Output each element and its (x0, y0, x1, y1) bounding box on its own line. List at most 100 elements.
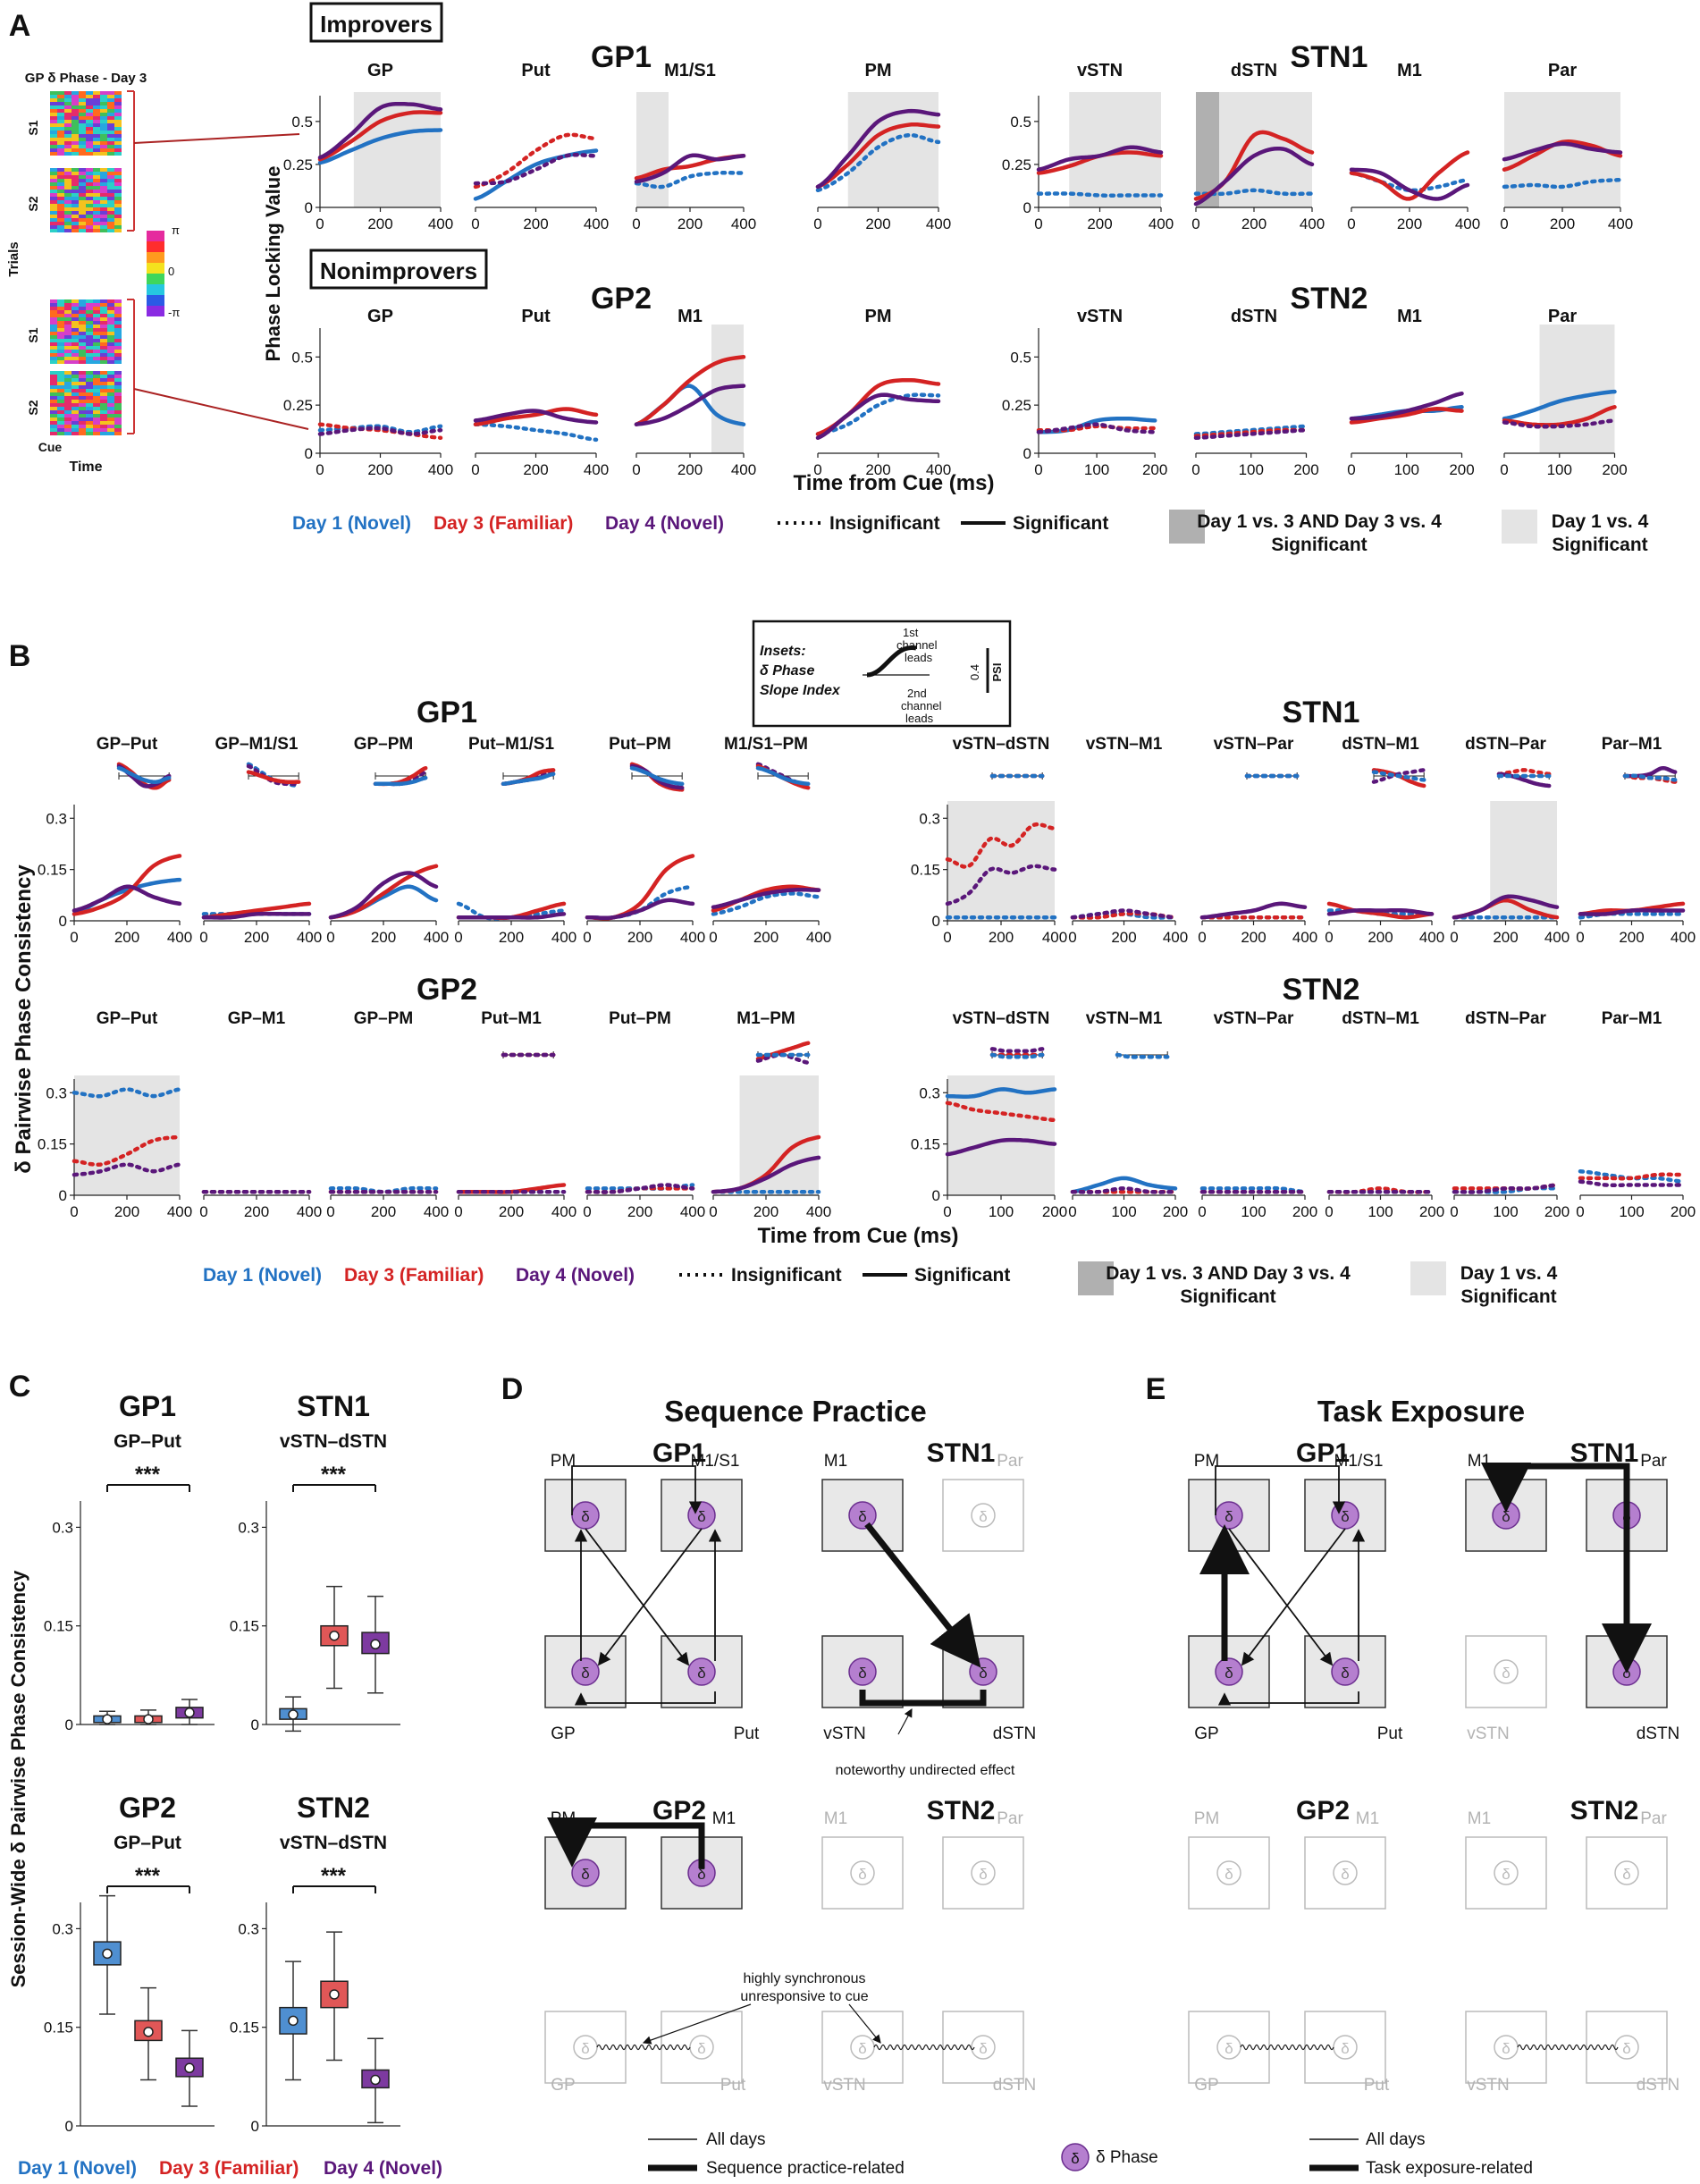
heatmap-cell (72, 421, 79, 425)
box-median (329, 1630, 340, 1641)
heatmap-cell (100, 222, 107, 225)
heatmap-cell (107, 172, 114, 175)
subplot-title: M1 (1397, 61, 1422, 80)
region-box (1188, 2011, 1270, 2084)
heatmap-cell (57, 414, 64, 417)
x-tick-label: 200 (1544, 1203, 1570, 1220)
x-tick-label: 400 (806, 1203, 831, 1220)
delta-node (971, 2035, 996, 2060)
heatmap-cell (57, 371, 64, 375)
heatmap-cell (64, 148, 72, 152)
x-tick-label: 400 (680, 929, 705, 946)
heatmap-cell (79, 197, 86, 200)
heatmap-cell (57, 317, 64, 321)
heatmap-cell (93, 98, 100, 102)
series-line (945, 864, 1057, 906)
series-line (634, 153, 746, 184)
heatmap-cell (57, 375, 64, 378)
heatmap-cell (100, 168, 107, 172)
heatmap-cell (72, 134, 79, 138)
series-line (72, 854, 182, 916)
heatmap-cell (107, 350, 114, 353)
heatmap-cell (107, 145, 114, 148)
delta-node (971, 1503, 996, 1528)
subplot-title: dSTN–M1 (1342, 1009, 1419, 1028)
legend-dark-box (1078, 1261, 1114, 1295)
series-line (317, 128, 443, 165)
heatmap-cell (50, 105, 57, 109)
region-box (821, 1836, 904, 1910)
heatmap-cell (50, 200, 57, 204)
y-tick-label: 0 (59, 1187, 67, 1204)
heatmap-title: GP δ Phase - Day 3 (25, 71, 147, 86)
heatmap-cell (86, 432, 93, 435)
heatmap-cell (64, 371, 72, 375)
heatmap-cell (114, 432, 122, 435)
series-line (1452, 894, 1560, 920)
heatmap-cell (79, 105, 86, 109)
subplot-title: dSTN (1231, 61, 1277, 80)
heatmap-cell (72, 222, 79, 225)
group-title: STN2 (297, 1792, 370, 1824)
box-median (102, 1714, 113, 1724)
heatmap-cell (57, 403, 64, 407)
heatmap-cell (57, 299, 64, 303)
heatmap-cell (72, 328, 79, 332)
x-tick-label: 200 (244, 929, 269, 946)
delta-symbol: δ (697, 1508, 705, 1525)
legend-delta-node (1061, 2143, 1090, 2171)
heatmap-cell (93, 91, 100, 95)
heatmap-cell (79, 314, 86, 317)
heatmap-cell (114, 102, 122, 105)
legend-day1: Day 1 (Novel) (292, 513, 411, 534)
heatmap-cell (64, 222, 72, 225)
heatmap-cell (50, 375, 57, 378)
heatmap-cell (50, 328, 57, 332)
heatmap-cell (114, 425, 122, 428)
heatmap-cell (64, 428, 72, 432)
heatmap-cell (79, 222, 86, 225)
connection-arrow (597, 1528, 703, 1666)
heatmap-cell (107, 360, 114, 364)
subplot-title: dSTN–Par (1465, 735, 1546, 754)
heatmap-cell (107, 321, 114, 325)
heatmap-cell (57, 131, 64, 134)
heatmap-cell (79, 335, 86, 339)
subplot-title: PM (865, 307, 892, 326)
region-label: M1/S1 (1334, 1452, 1384, 1471)
x-tick-label: 200 (1602, 461, 1627, 478)
heatmap-cell (114, 91, 122, 95)
x-tick-label: 200 (523, 215, 548, 232)
delta-symbol: δ (581, 2040, 589, 2057)
heatmap-cell (93, 299, 100, 303)
series-line (815, 392, 941, 441)
heatmap-cell (50, 339, 57, 342)
subplot-title: vSTN–Par (1214, 735, 1294, 754)
improvers-box (309, 2, 443, 43)
y-tick-label: 0 (305, 199, 313, 216)
heatmap-cell (114, 204, 122, 207)
heatmap-cell (107, 400, 114, 403)
colorbar (147, 306, 164, 316)
heatmap-cell (86, 109, 93, 113)
x-tick-label: 400 (551, 929, 576, 946)
s2-label: S2 (26, 400, 40, 415)
heatmap-cell (100, 339, 107, 342)
region-label: Par (997, 1452, 1023, 1471)
series-line (1070, 1186, 1178, 1194)
x-tick-label: 200 (1293, 461, 1318, 478)
heatmap-cell (86, 317, 93, 321)
heatmap-cell (50, 91, 57, 95)
x-tick-label: 0 (1034, 215, 1042, 232)
heatmap-cell (107, 225, 114, 229)
heatmap-cell (114, 314, 122, 317)
x-tick-label: 0 (1198, 1203, 1206, 1220)
heatmap-cell (50, 392, 57, 396)
heatmap-cell (93, 207, 100, 211)
legend-day4: Day 4 (Novel) (516, 1265, 635, 1286)
heatmap-cell (64, 131, 72, 134)
series-line (1070, 1176, 1178, 1194)
y-tick-label: 0.3 (52, 1920, 73, 1937)
subplot-title: GP (367, 307, 393, 326)
